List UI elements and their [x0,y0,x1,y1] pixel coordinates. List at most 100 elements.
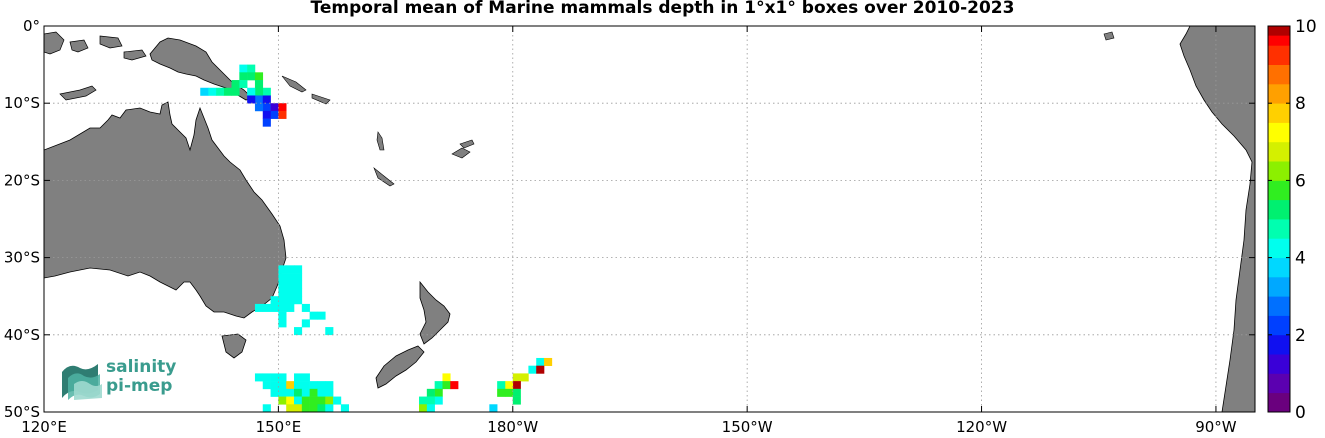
data-cell [270,103,279,112]
data-cell [317,388,326,397]
data-cell [247,72,256,81]
data-cell [301,404,310,412]
data-cell [270,388,279,397]
data-cell [254,103,264,112]
data-cell [270,381,279,390]
colorbar-tick-label: 6 [1295,171,1306,191]
data-cell [278,388,287,397]
data-cell [278,319,287,328]
colorbar-segment [1268,354,1290,374]
data-cell [317,311,326,320]
colorbar-segment [1268,199,1290,220]
data-cell [426,388,435,397]
colorbar-segment [1268,45,1290,65]
data-cell [262,103,271,112]
land-indonesia-2 [69,39,89,53]
data-cell [294,396,303,405]
data-cell [528,365,537,374]
data-cell [262,404,271,412]
land-new-guinea [149,37,253,101]
data-cell [278,273,287,282]
data-cell [262,87,271,96]
data-cell [442,381,451,390]
data-cell [520,373,529,382]
logo-icon [62,364,102,400]
data-cell [294,373,303,382]
data-cell [278,396,287,405]
lat-tick-label: 0° [23,17,40,35]
data-cell [239,64,248,73]
data-cell [270,110,279,119]
data-cell [512,381,521,390]
data-cell [239,80,248,89]
data-cell [223,87,232,96]
data-cell [434,396,443,405]
colorbar-segment [1268,122,1290,143]
data-cell [254,80,264,89]
lat-tick-label: 40°S [4,326,40,344]
salinity-pimep-logo: salinity pi-mep [58,354,198,400]
land-indonesia-1 [44,31,65,55]
colorbar [1267,25,1291,413]
data-cells [200,64,553,412]
data-cell [504,381,514,390]
data-cell [278,381,287,390]
data-cell [278,280,287,289]
land-vanuatu [376,131,385,151]
colorbar-segment [1268,392,1290,413]
data-cell [536,365,545,374]
data-cell [231,87,240,96]
colorbar-segment [1268,103,1290,123]
data-cell [270,296,279,305]
data-cell [286,381,295,390]
data-cell [301,319,310,328]
colorbar-ticks: 0 2 4 6 8 10 [1268,17,1317,423]
data-cell [254,95,264,104]
data-cell [286,388,295,397]
colorbar-segment [1268,373,1290,394]
land-indonesia-4 [123,49,147,61]
colorbar-frame [1267,25,1291,413]
colorbar-tick-label: 0 [1295,403,1306,423]
data-cell [294,327,303,336]
colorbar-segment [1268,83,1290,104]
colorbar-segment [1268,276,1290,297]
data-cell [294,381,303,390]
data-cell [442,373,451,382]
lat-tick-label: 30°S [4,249,40,267]
land-new-caledonia [373,167,395,187]
data-cell [262,118,271,127]
land-australia [44,101,287,319]
data-cell [325,404,334,412]
data-cell [254,373,264,382]
data-cell [301,396,310,405]
data-cell [247,95,256,104]
data-cell [497,388,506,397]
data-cell [419,404,428,412]
data-cell [278,373,287,382]
data-cell [262,303,271,312]
data-cell [504,388,514,397]
colorbar-tick-label: 8 [1295,94,1306,114]
lat-tick-label: 50°S [4,403,40,421]
data-cell [262,381,271,390]
data-cell [309,311,318,320]
data-cell [270,303,279,312]
lon-tick-label: 150°E [256,418,302,436]
data-cell [294,265,303,274]
data-cell [333,396,342,405]
data-cell [286,265,295,274]
colorbar-segment [1268,257,1290,278]
data-cell [309,388,318,397]
lon-axis: 120°E 150°E 180°W 150°W 120°W 90°W [21,26,1237,436]
data-cell [512,373,521,382]
data-cell [419,396,428,405]
data-cell [340,404,349,412]
data-cell [434,388,443,397]
data-cell [317,396,326,405]
land-nz-south [375,345,425,389]
lon-tick-label: 150°W [722,418,773,436]
lon-tick-label: 180°W [487,418,538,436]
data-cell [286,288,295,297]
data-cell [294,404,303,412]
